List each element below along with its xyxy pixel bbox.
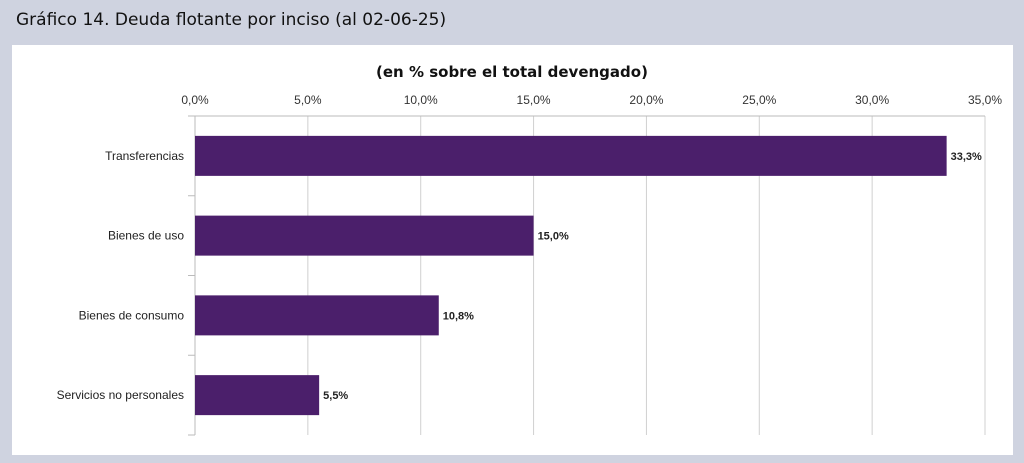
data-label: 15,0% xyxy=(538,231,569,243)
x-tick-label: 35,0% xyxy=(968,93,1002,107)
bar xyxy=(195,135,947,176)
x-tick-label: 10,0% xyxy=(404,93,438,107)
data-label: 10,8% xyxy=(443,310,474,322)
category-label: Transferencias xyxy=(105,149,184,163)
data-label: 5,5% xyxy=(323,390,348,402)
category-label: Servicios no personales xyxy=(57,388,184,402)
bar xyxy=(195,375,320,416)
category-label: Bienes de consumo xyxy=(79,308,185,322)
bar xyxy=(195,215,534,256)
x-tick-label: 15,0% xyxy=(517,93,551,107)
category-label: Bienes de uso xyxy=(108,229,184,243)
x-tick-label: 0,0% xyxy=(181,93,209,107)
x-tick-label: 5,0% xyxy=(294,93,322,107)
chart-subtitle: (en % sobre el total devengado) xyxy=(376,63,648,81)
bar xyxy=(195,295,439,336)
x-tick-label: 25,0% xyxy=(742,93,776,107)
x-tick-label: 20,0% xyxy=(629,93,663,107)
x-tick-label: 30,0% xyxy=(855,93,889,107)
chart-title: Gráfico 14. Deuda flotante por inciso (a… xyxy=(16,10,447,30)
data-label: 33,3% xyxy=(951,151,982,163)
